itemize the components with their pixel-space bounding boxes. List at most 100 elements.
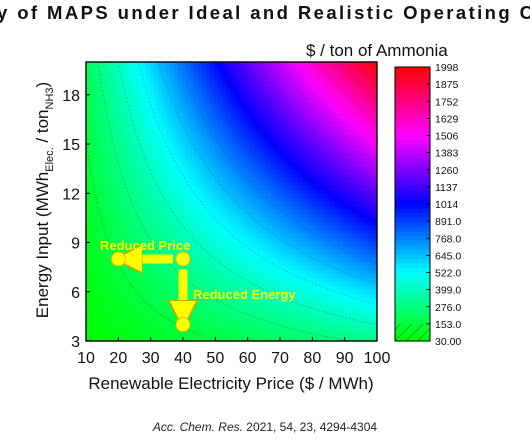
colorbar-segment [395,231,430,237]
colorbar-segment [395,194,430,201]
colorbar-tick-label: 768.0 [435,233,461,245]
colorbar-tick-label: 1998 [435,62,459,74]
colorbar-tick-label: 1260 [435,165,459,177]
colorbar-segment [395,153,430,159]
colorbar-tick-label: 399.0 [435,285,461,297]
colorbar-segment [395,299,430,306]
colorbar-segment [395,158,430,164]
colorbar-tick-label: 522.0 [435,268,461,280]
annotations: Reduced Price Reduced Energy [100,238,296,333]
hatched-region [86,331,145,341]
colorbar-segment [395,204,430,210]
colorbar-tick-label: 1506 [435,131,459,143]
colorbar-hatch [395,324,430,341]
hatched-area [86,331,145,341]
colorbar-tick-label: 1629 [435,113,459,125]
x-tick-label: 40 [174,350,192,367]
data-point [110,251,126,267]
colorbar-tick-label: 645.0 [435,250,461,262]
colorbar-segment [395,162,430,169]
colorbar-segment [395,267,430,274]
colorbar-segment [395,190,430,196]
x-tick-label: 30 [142,350,160,367]
citation-journal: Acc. Chem. Res. [152,420,243,434]
colorbar-segment [395,144,430,150]
colorbar-tick-label: 153.0 [435,319,461,331]
colorbar-segment [395,222,430,228]
colorbar-segment [395,76,430,82]
colorbar-segment [395,103,430,109]
x-axis-label: Renewable Electricity Price ($ / MWh) [88,374,373,393]
colorbar-segment [395,149,430,155]
y-axis-label: Energy Input (MWhElec. / tonNH3) [33,82,56,318]
colorbar-tick-label: 30.00 [435,336,461,348]
y-tick-label: 12 [62,186,80,203]
contour-line [277,62,377,164]
colorbar-segment [395,121,430,127]
annotation-label: Reduced Price [100,238,190,253]
colorbar-segment [395,213,430,219]
colorbar-segment [395,309,430,315]
colorbar-tick-label: 891.0 [435,216,461,228]
y-tick-label: 18 [62,88,80,105]
colorbar-segment [395,281,430,287]
annotation-label: Reduced Energy [193,287,296,302]
contour-line [197,62,377,245]
x-axis-ticks: 10 20 30 40 50 60 70 80 90 100 [77,337,390,367]
colorbar-segment [395,71,430,77]
contour-line [356,62,377,83]
y-tick-label: 3 [71,334,80,351]
colorbar-segment [395,226,430,232]
colorbar-segment [395,185,430,191]
colorbar-segment [395,286,430,292]
y-tick-label: 15 [62,137,80,154]
x-tick-label: 100 [364,350,391,367]
colorbar-segment [395,208,430,214]
contour-line [97,62,354,341]
colorbar-tick-label: 1137 [435,182,458,194]
colorbar-segment [395,181,430,187]
colorbar-segment [395,89,430,95]
colorbar-segment [395,67,430,73]
colorbar-segment [395,258,430,264]
colorbar-segment [395,254,430,260]
contour-line [157,62,377,285]
colorbar-segment [395,290,430,296]
colorbar-segment [395,277,430,283]
x-tick-label: 70 [271,350,289,367]
colorbar-tick-label: 1752 [435,96,459,108]
contour-line [117,62,377,326]
x-tick-label: 10 [77,350,95,367]
colorbar-segment [395,240,430,246]
x-tick-label: 80 [303,350,321,367]
colorbar-tick-labels: 1998 1875 1752 1629 1506 1383 1260 1137 1014 891.… [426,62,461,348]
colorbar-segment [395,94,430,100]
colorbar-segment [395,295,430,301]
citation: Acc. Chem. Res. 2021, 54, 23, 4294-4304 [0,420,530,434]
colorbar-tick-label: 1383 [435,148,459,160]
data-point [175,317,191,333]
colorbar-segment [395,272,430,278]
colorbar-segment [395,304,430,310]
colorbar-segment [395,117,430,123]
colorbar-segment [395,135,430,141]
colorbar-tick-label: 276.0 [435,302,461,314]
colorbar-segment [395,313,430,319]
colorbar-segment [395,249,430,255]
plot-frame [85,61,378,342]
colorbar-segment [395,130,430,137]
colorbar-segment [395,245,430,251]
contour-line [296,62,377,144]
colorbar-segment [395,80,430,86]
contour-line [217,62,377,225]
contour-line [257,62,377,184]
colorbar [394,66,431,342]
y-tick-label: 6 [71,285,80,302]
chart-title: y of MAPS under Ideal and Realistic Oper… [0,2,530,23]
colorbar-segment [395,85,430,91]
colorbar-segment [395,140,430,146]
citation-details: 2021, 54, 23, 4294-4304 [246,420,378,434]
colorbar-segment [395,217,430,223]
x-tick-label: 20 [109,350,127,367]
